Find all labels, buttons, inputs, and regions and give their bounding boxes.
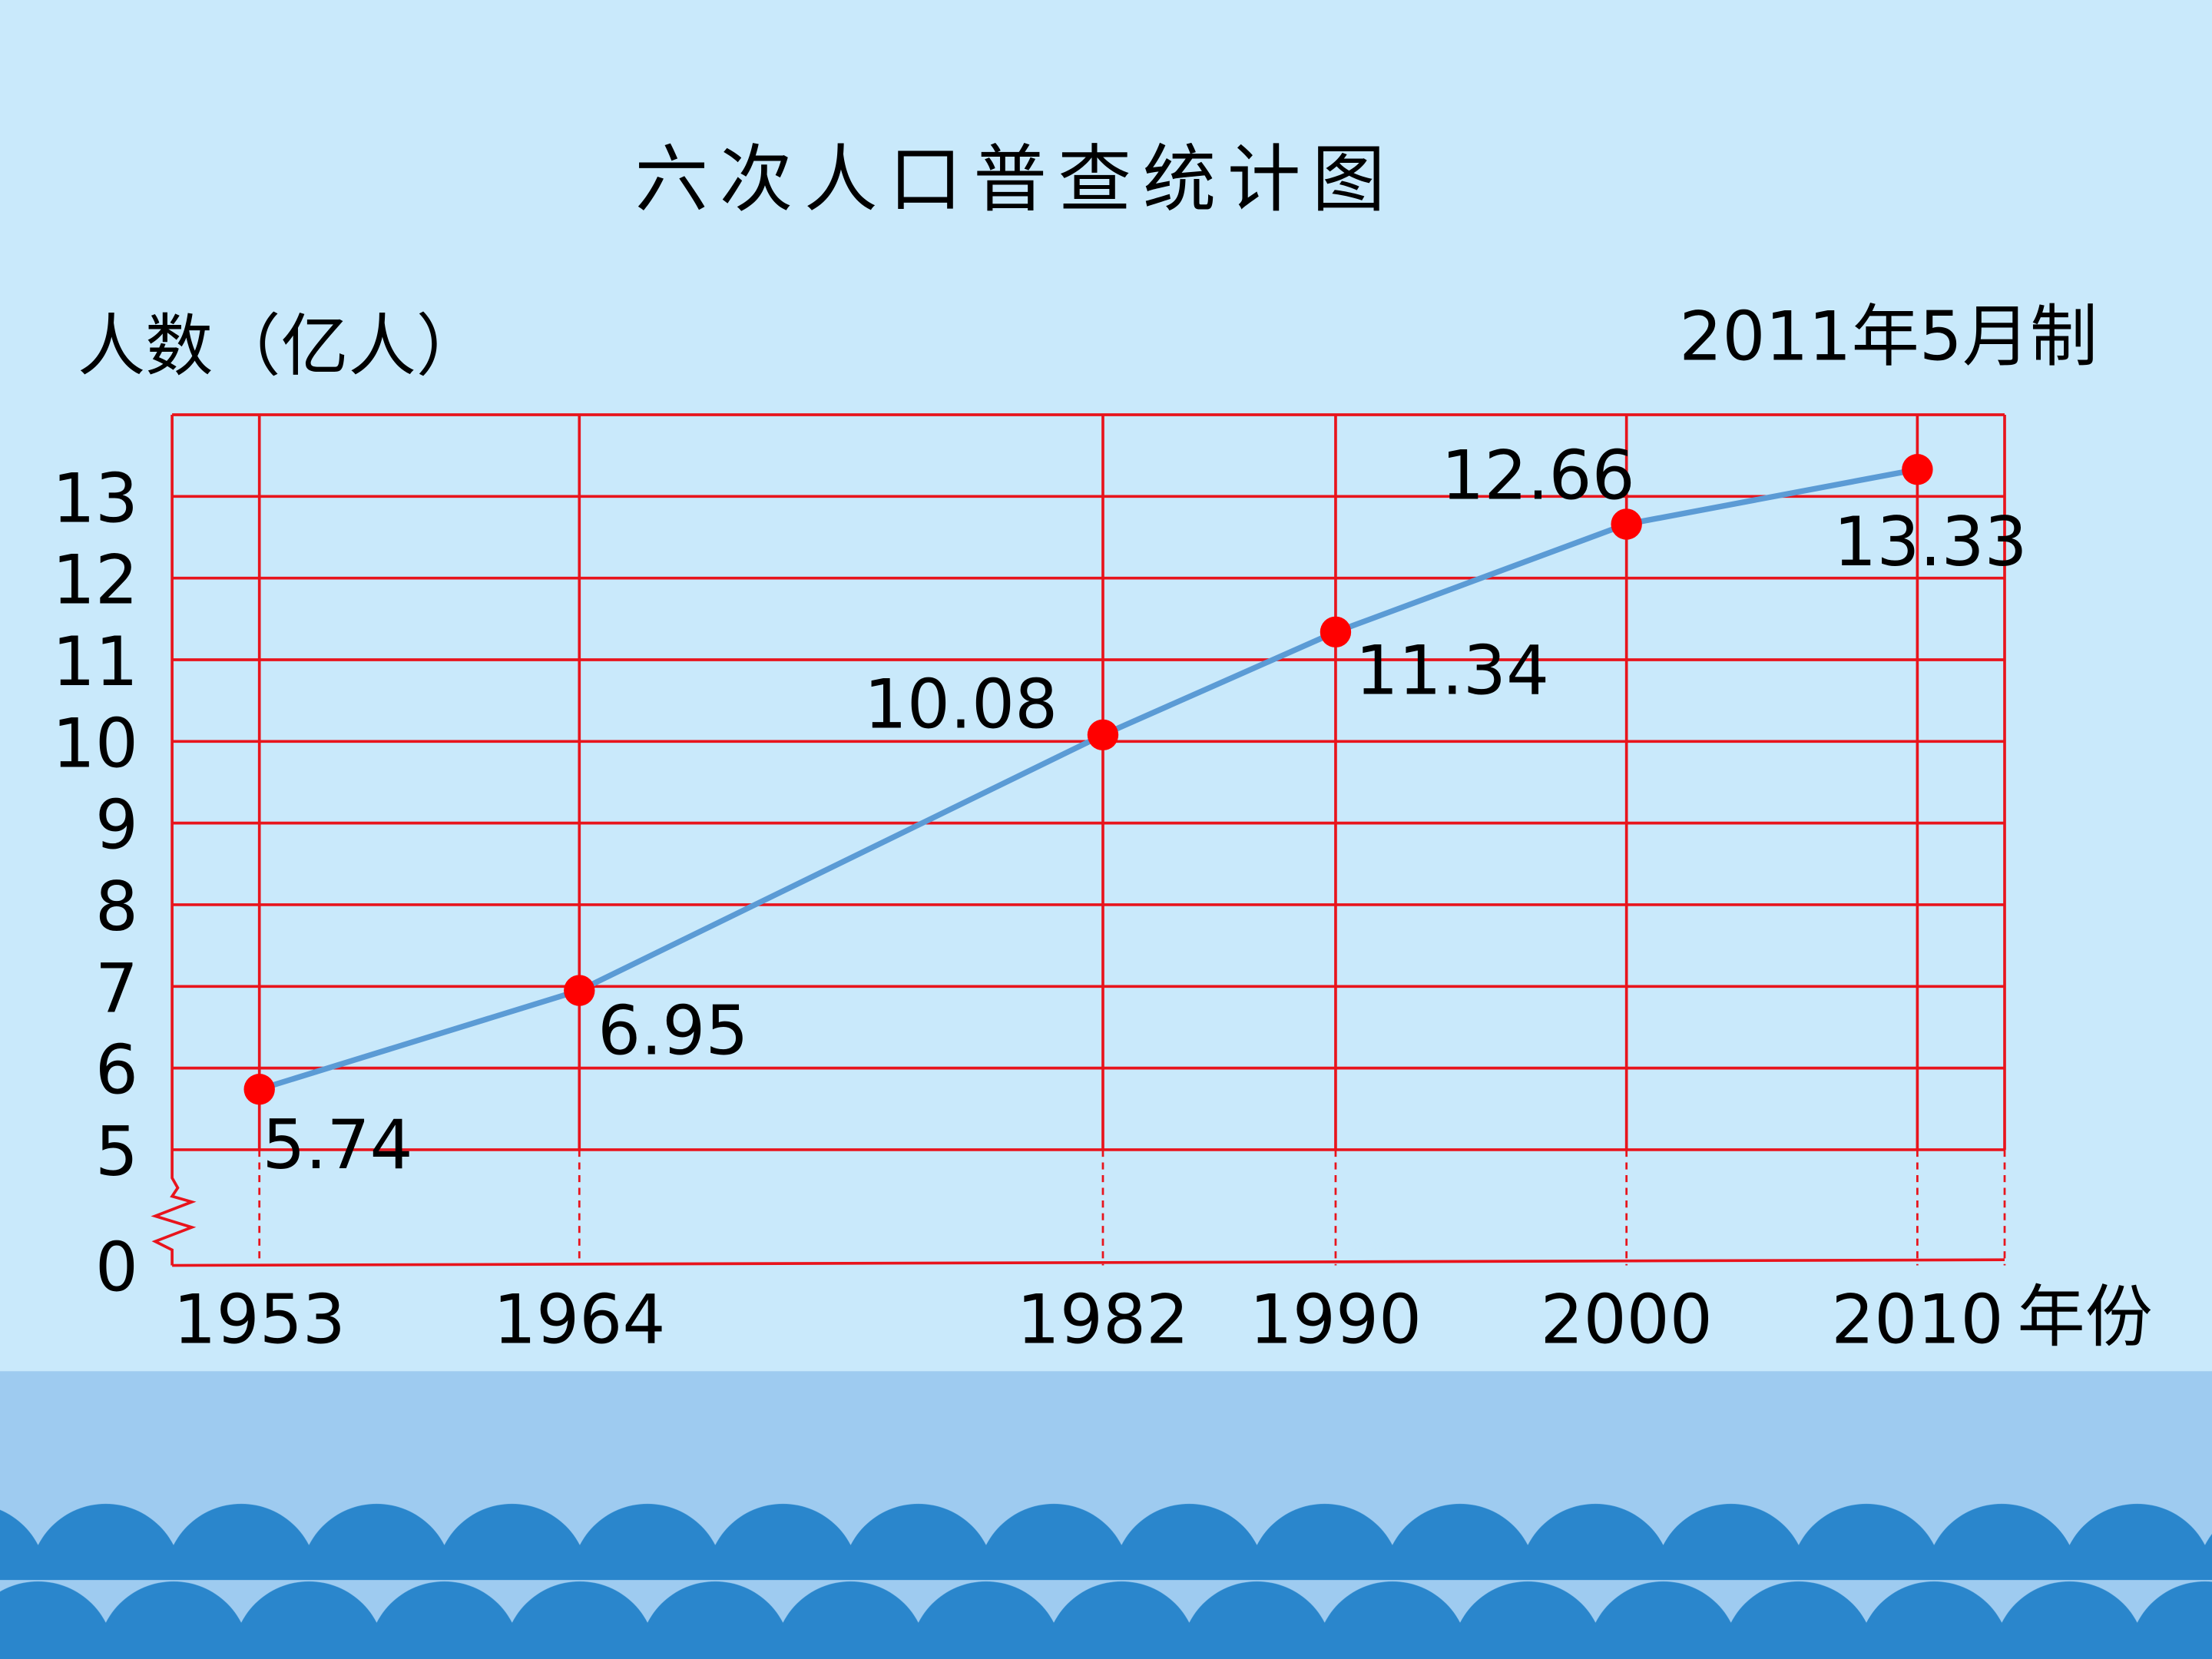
y-tick-label: 0	[95, 1228, 138, 1307]
y-tick-label: 7	[95, 949, 138, 1028]
x-axis	[172, 1258, 2005, 1267]
data-label: 13.33	[1833, 502, 2027, 581]
background	[0, 0, 2212, 1371]
x-tick-label: 1953	[174, 1280, 346, 1359]
axis-break	[151, 1149, 197, 1266]
x-axis-label: 年份	[2018, 1277, 2153, 1356]
data-label: 10.08	[864, 665, 1058, 744]
wave-row	[0, 1580, 2212, 1659]
y-tick-label: 13	[52, 459, 138, 538]
data-point	[1902, 454, 1933, 485]
x-tick-label: 1990	[1250, 1280, 1422, 1359]
y-tick-label: 6	[95, 1031, 138, 1110]
data-label: 6.95	[598, 991, 748, 1070]
x-tick-label: 2000	[1540, 1280, 1712, 1359]
y-tick-label: 8	[95, 867, 138, 946]
x-tick-label: 2010	[1831, 1280, 2003, 1359]
y-axis-label: 人数（亿人）	[78, 306, 484, 386]
y-tick-label: 11	[52, 622, 138, 701]
note: 2011年5月制	[1679, 296, 2098, 376]
chart-title: 六次人口普查统计图	[635, 136, 1397, 222]
wave-row	[0, 1502, 2212, 1581]
y-tick-label: 5	[95, 1112, 138, 1191]
data-label: 5.74	[262, 1105, 412, 1184]
data-point	[1087, 719, 1119, 751]
x-tick-label: 1964	[493, 1280, 665, 1359]
data-line	[258, 466, 1919, 1092]
data-point	[1320, 616, 1352, 648]
data-point	[243, 1074, 275, 1105]
data-label: 12.66	[1441, 435, 1634, 515]
y-tick-label: 12	[52, 541, 138, 620]
y-tick-label: 10	[52, 704, 138, 783]
data-point	[1611, 508, 1642, 540]
y-tick-label: 9	[95, 786, 138, 865]
data-label: 11.34	[1356, 631, 1549, 710]
x-tick-label: 1982	[1017, 1280, 1189, 1359]
data-point	[564, 975, 595, 1006]
